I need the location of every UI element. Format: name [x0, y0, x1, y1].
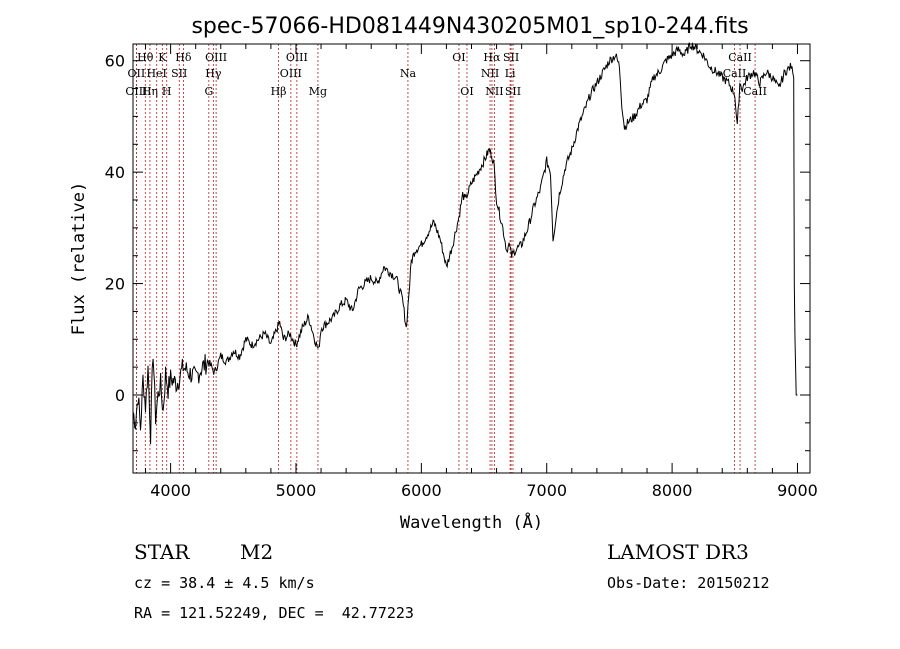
x-tick-label: 9000: [777, 481, 818, 500]
spectral-line-label: G: [204, 85, 213, 98]
x-tick-label: 7000: [526, 481, 567, 500]
spectral-line-label: NII: [481, 67, 499, 80]
y-tick-label: 20: [105, 275, 125, 294]
series-line-flux: [132, 42, 798, 445]
redshift-readout: cz = 38.4 ± 4.5 km/s: [134, 574, 315, 592]
spectral-line-label: CaII: [728, 51, 752, 64]
spectral-line-label: K: [158, 51, 167, 64]
spectral-label-layer: Hθ OII OIII K HeI Hη Hδ SII H OIII Hγ G OIII OIII Hβ Mg…: [125, 51, 767, 98]
obs-date: Obs-Date: 20150212: [607, 574, 770, 592]
spectral-line-label: Hβ: [271, 85, 287, 98]
coordinates: RA = 121.52249, DEC = 42.77223: [134, 604, 414, 622]
spectral-line-label: Hη: [142, 85, 158, 98]
chart-title: spec-57066-HD081449N430205M01_sp10-244.f…: [191, 14, 748, 39]
spectral-line-label: Mg: [309, 85, 327, 98]
x-tick-label: 5000: [276, 481, 317, 500]
object-subclass: M2: [240, 540, 274, 564]
spectral-line-label: Hγ: [205, 67, 222, 80]
y-tick-label: 0: [115, 386, 125, 405]
spectral-line-label: H: [162, 85, 172, 98]
spectral-line-label: CaII: [743, 85, 767, 98]
spectral-line-label: SII: [505, 85, 521, 98]
y-axis-label: Flux (relative): [69, 182, 89, 336]
y-tick-label: 40: [105, 163, 125, 182]
tick-layer: 4000 5000 6000 7000 8000 9000 0 20 40 60: [105, 44, 818, 500]
spectral-line-label: NII: [485, 85, 503, 98]
object-class: STAR: [134, 540, 190, 564]
spectral-line-label: OI: [452, 51, 465, 64]
spectral-line-layer: [135, 44, 756, 473]
spectral-line-label: Hα: [483, 51, 501, 64]
spectral-line-label: Li: [505, 67, 516, 80]
spectral-line-label: SII: [503, 51, 519, 64]
spectral-line-label: OIII: [286, 51, 308, 64]
spectral-line-label: CaII: [723, 67, 747, 80]
spectral-line-label: Na: [400, 67, 417, 80]
spectral-line-label: OII: [128, 67, 146, 80]
y-tick-label: 60: [105, 52, 125, 71]
spectral-line-label: OIII: [125, 85, 147, 98]
series-layer: [132, 42, 798, 445]
plot-frame: [132, 43, 811, 474]
spectral-line-label: OI: [460, 85, 473, 98]
spectral-line-label: HeI: [146, 67, 166, 80]
spectral-line-label: SII: [171, 67, 187, 80]
spectral-line-label: Hθ: [137, 51, 154, 64]
x-axis-label: Wavelength (Å): [400, 511, 543, 533]
x-tick-label: 8000: [652, 481, 693, 500]
spectral-line-label: OIII: [280, 67, 302, 80]
spectral-line-label: OIII: [205, 51, 227, 64]
survey-name: LAMOST DR3: [607, 540, 749, 564]
spectral-line-label: Hδ: [175, 51, 192, 64]
x-tick-label: 6000: [401, 481, 442, 500]
x-tick-label: 4000: [150, 481, 191, 500]
